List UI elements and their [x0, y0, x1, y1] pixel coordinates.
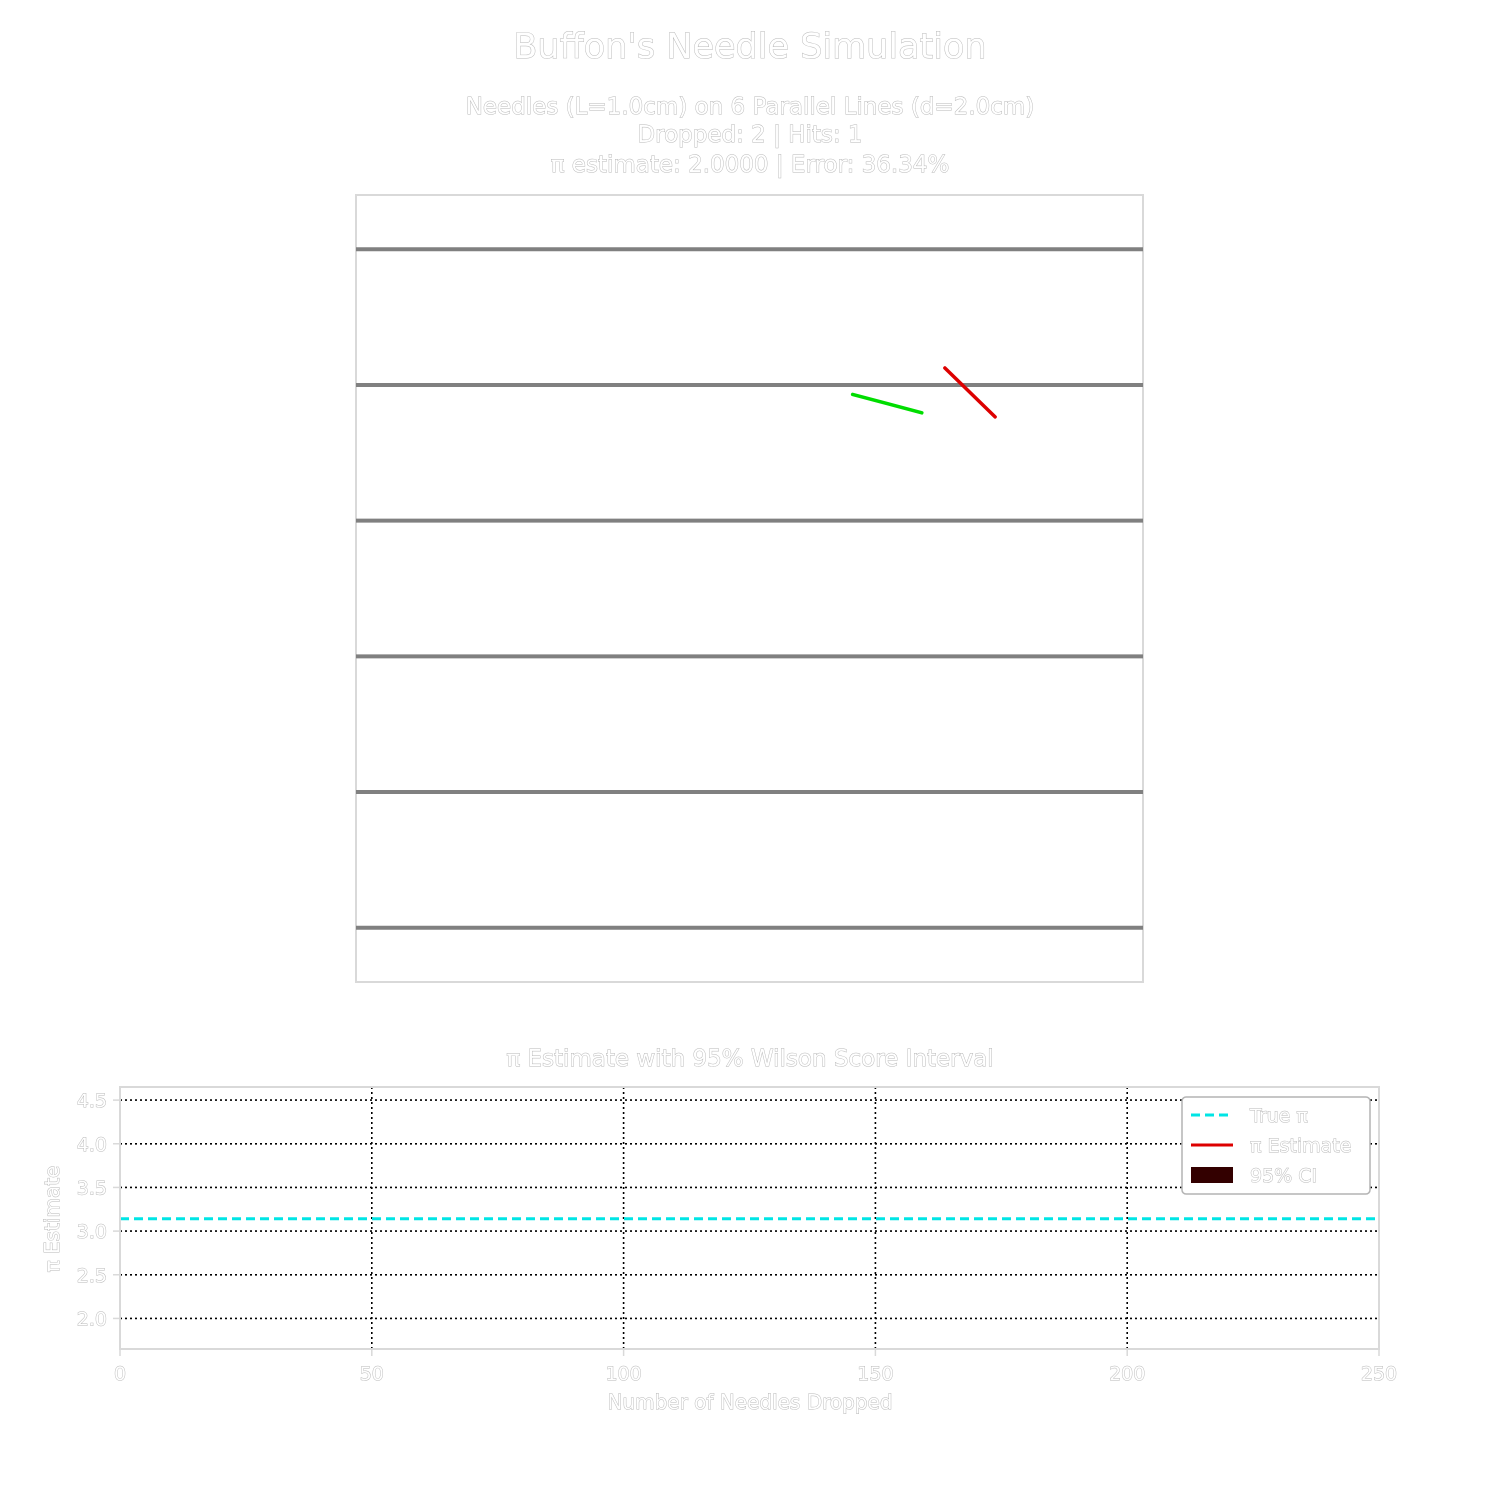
needle-hit [943, 366, 997, 419]
y-tick-label: 3.5 [77, 1177, 107, 1199]
estimate-plot-frame [119, 1086, 1380, 1350]
needle-miss [850, 392, 924, 415]
y-tick-label: 2.0 [77, 1308, 107, 1330]
field-subtitle-line-2: Dropped: 2 | Hits: 1 [637, 122, 862, 148]
x-tick-label: 200 [1109, 1363, 1145, 1385]
field-subtitle-line-3: π estimate: 2.0000 | Error: 36.34% [551, 152, 950, 178]
figure-title: Buffon's Needle Simulation [513, 27, 986, 67]
y-tick-label: 4.5 [77, 1090, 107, 1112]
x-tick-label: 50 [360, 1363, 384, 1385]
estimate-chart-title: π Estimate with 95% Wilson Score Interva… [506, 1046, 993, 1072]
y-tick-label: 4.0 [77, 1134, 107, 1156]
x-tick-label: 150 [857, 1363, 893, 1385]
legend-label: True π [1249, 1105, 1308, 1127]
field-frame [355, 194, 1144, 983]
x-tick-label: 250 [1361, 1363, 1397, 1385]
x-axis-label: Number of Needles Dropped [607, 1390, 892, 1414]
estimate-chart-panel: 0 50 100 150 200 250 2.0 2.5 3.0 3.5 4.0 4.5 True π π… [76, 1086, 1398, 1385]
legend-label: π Estimate [1250, 1135, 1351, 1157]
needle-field-panel [355, 194, 1144, 983]
x-tick-label: 100 [605, 1363, 641, 1385]
y-tick-label: 2.5 [77, 1265, 107, 1287]
field-subtitle-line-1: Needles (L=1.0cm) on 6 Parallel Lines (d… [466, 94, 1035, 120]
x-tick-label: 0 [114, 1363, 126, 1385]
y-axis-label: π Estimate [40, 1166, 64, 1273]
legend-swatch-ci [1191, 1167, 1233, 1183]
legend-label: 95% CI [1250, 1165, 1317, 1187]
y-tick-label: 3.0 [77, 1221, 107, 1243]
